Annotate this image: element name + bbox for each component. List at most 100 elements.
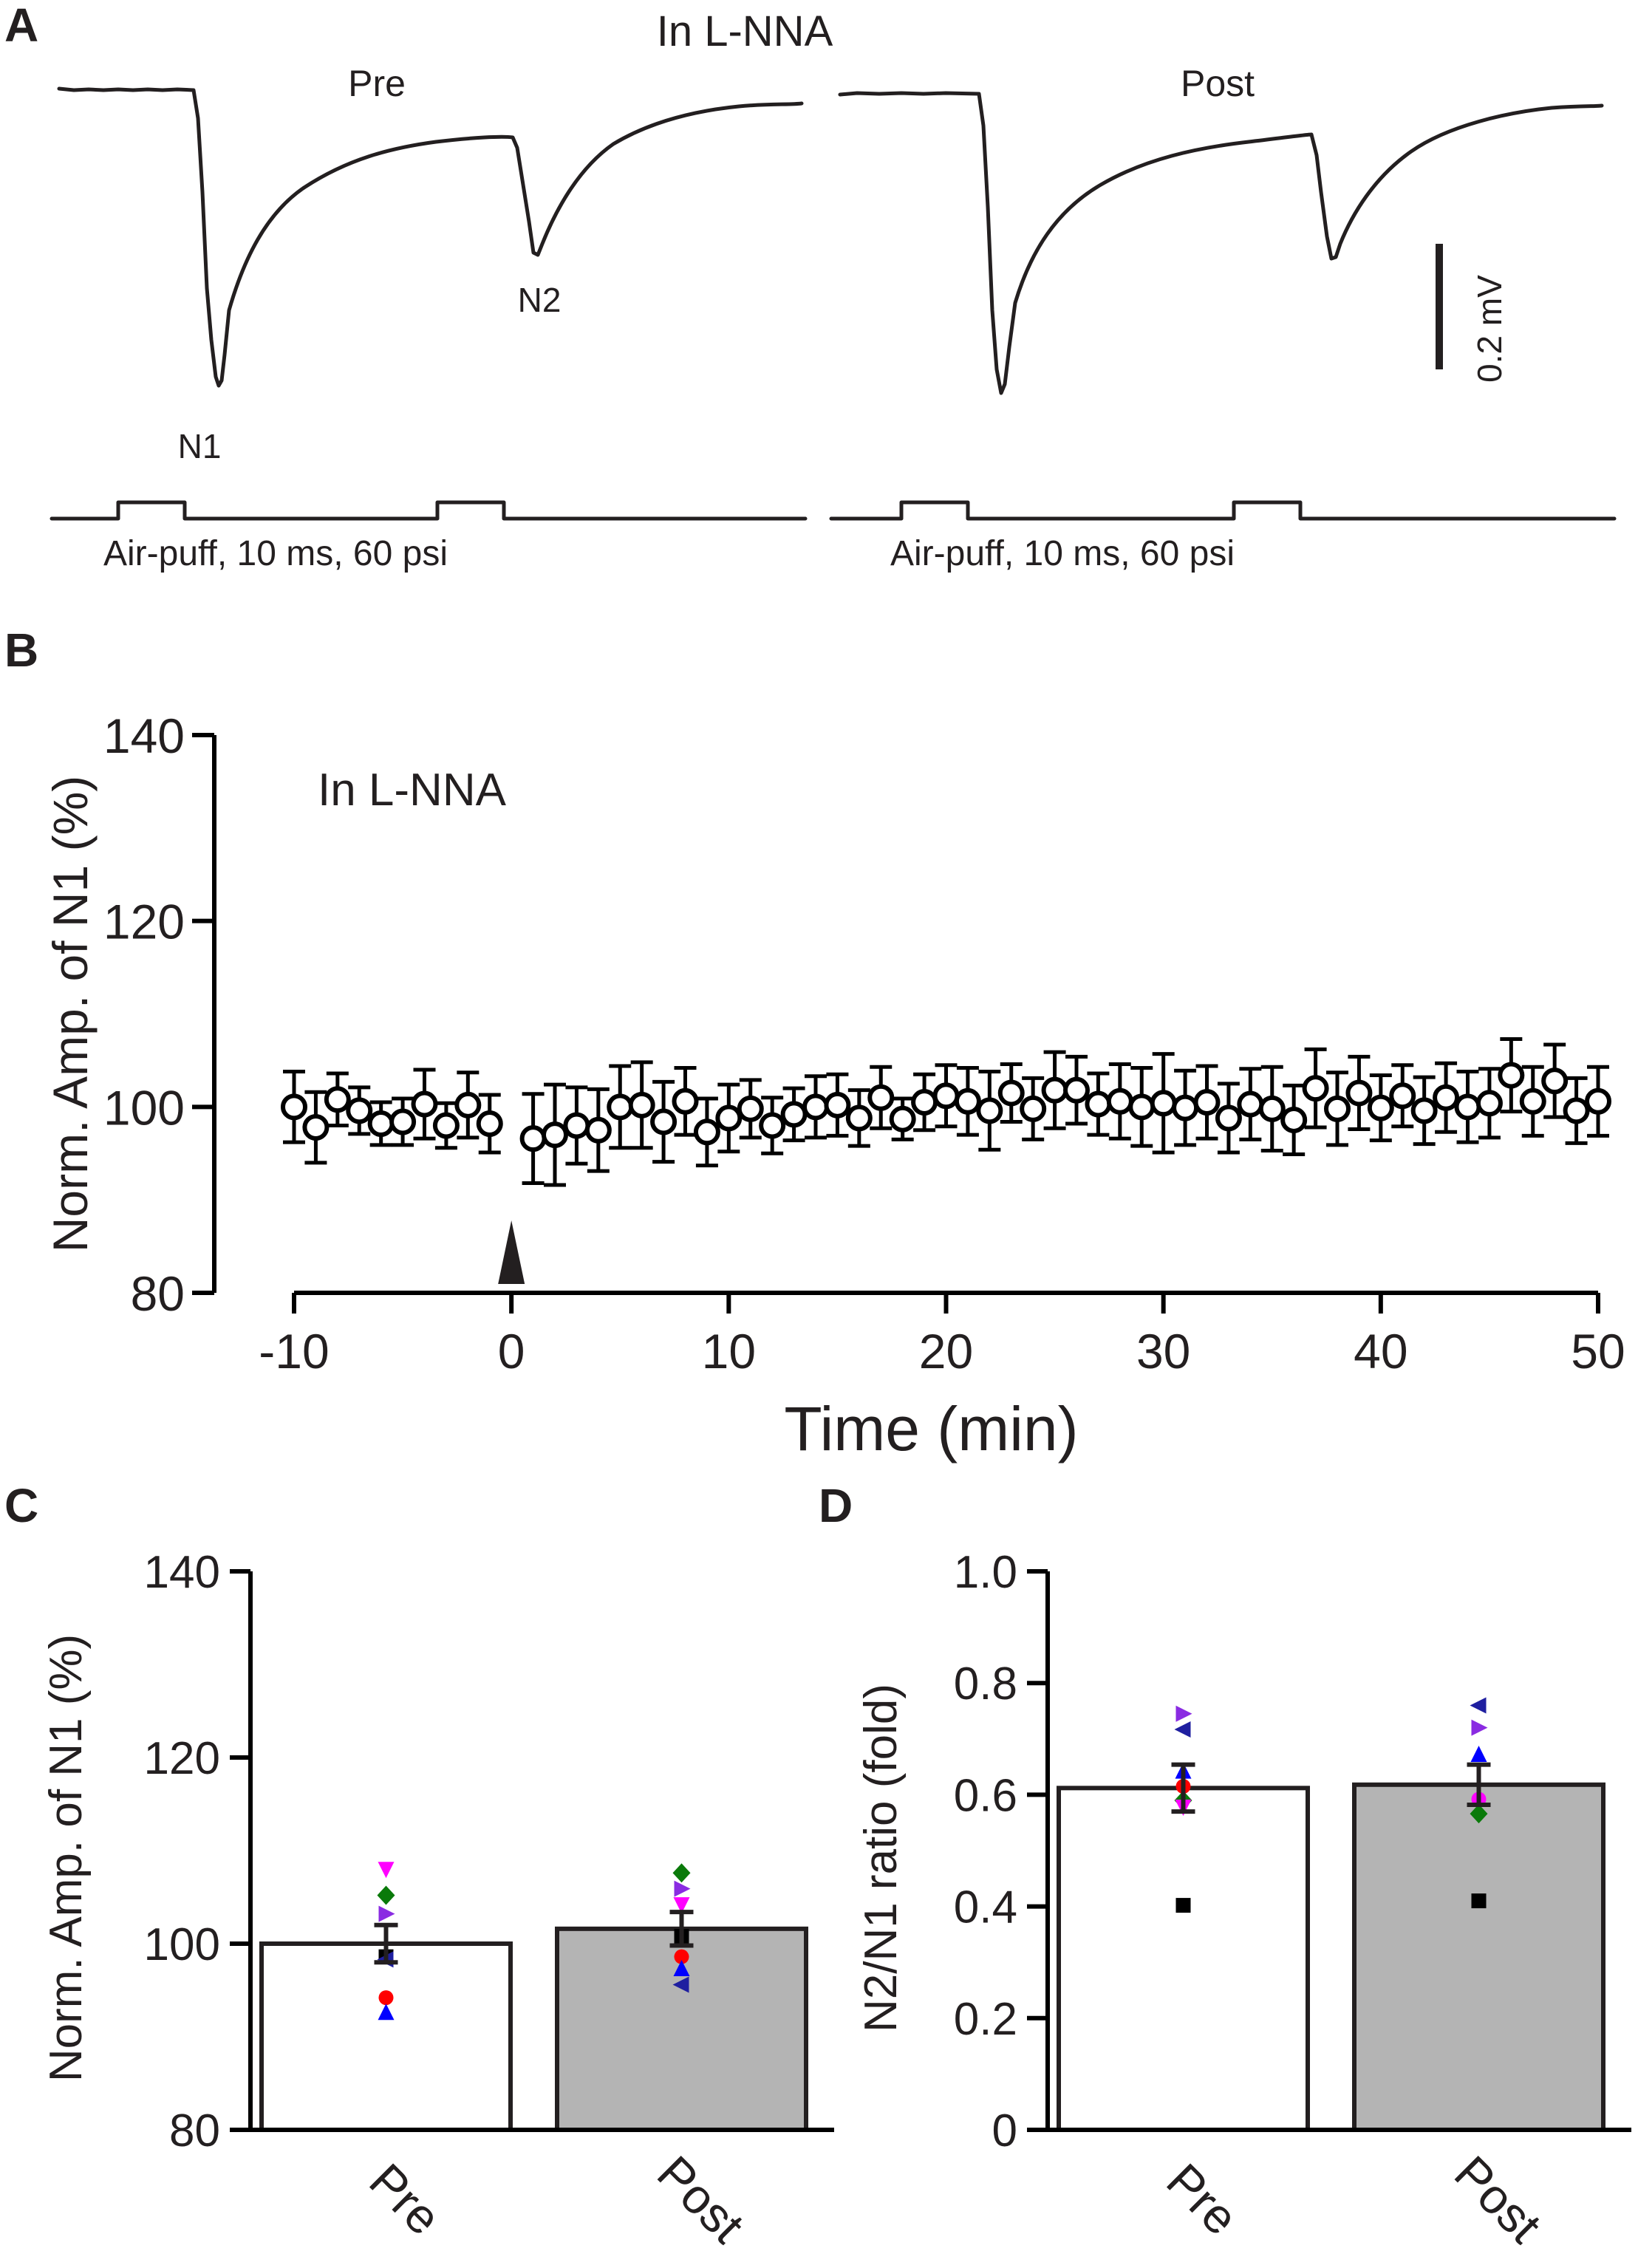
post-data-point bbox=[954, 1087, 981, 1115]
post-trace bbox=[838, 91, 1604, 395]
pre-stimulus-label: Air-puff, 10 ms, 60 psi bbox=[103, 534, 448, 573]
post-data-point bbox=[976, 1097, 1003, 1124]
y-tick-label: 1.0 bbox=[954, 1547, 1017, 1598]
pre-trace-label: Pre bbox=[348, 63, 406, 104]
post-data-point bbox=[650, 1108, 678, 1135]
y-tick-label: 140 bbox=[144, 1547, 220, 1598]
panel-letter-a: A bbox=[4, 0, 38, 52]
pre-bar bbox=[1057, 1786, 1310, 2132]
y-tick-label: 0.8 bbox=[954, 1659, 1017, 1709]
pre-individual-point bbox=[1175, 1705, 1192, 1722]
post-data-point bbox=[932, 1082, 960, 1110]
post-data-point bbox=[1345, 1079, 1373, 1107]
post-data-point bbox=[1128, 1093, 1156, 1121]
post-individual-point bbox=[673, 1960, 690, 1977]
post-individual-point bbox=[674, 1949, 689, 1964]
scale-bar-label: 0.2 mV bbox=[1470, 275, 1509, 383]
post-data-point bbox=[1237, 1090, 1264, 1118]
post-data-point bbox=[737, 1095, 764, 1122]
y-tick-label: 0.4 bbox=[954, 1882, 1017, 1933]
panel-letter-d: D bbox=[819, 1479, 853, 1532]
post-data-point bbox=[802, 1093, 829, 1121]
post-data-point bbox=[889, 1105, 916, 1133]
y-tick-label: 0.6 bbox=[954, 1770, 1017, 1821]
panel-c-n1-bar-chart: C 80 100 120 140 Norm. Amp. of N1 (%) Pre Post bbox=[4, 1479, 834, 2253]
y-tick-label: 0 bbox=[992, 2105, 1017, 2156]
post-data-point bbox=[672, 1087, 699, 1115]
panel-letter-b: B bbox=[4, 624, 38, 677]
pre-individual-point bbox=[1175, 1898, 1191, 1913]
post-individual-point bbox=[674, 1880, 691, 1897]
post-data-point bbox=[867, 1084, 895, 1111]
post-individual-point bbox=[1470, 1745, 1487, 1762]
post-stimulus-label: Air-puff, 10 ms, 60 psi bbox=[890, 534, 1235, 573]
post-bar bbox=[1352, 1782, 1605, 2132]
post-data-point bbox=[1324, 1095, 1351, 1122]
post-data-point bbox=[911, 1089, 938, 1116]
post-data-point bbox=[1215, 1104, 1242, 1132]
post-individual-point bbox=[672, 1976, 689, 1993]
n2-label: N2 bbox=[518, 281, 562, 319]
pre-individual-point bbox=[378, 1905, 395, 1922]
post-data-point bbox=[584, 1116, 612, 1144]
post-individual-point bbox=[1470, 1804, 1488, 1824]
post-data-point bbox=[542, 1121, 568, 1149]
y-axis-title: Norm. Amp. of N1 (%) bbox=[43, 776, 98, 1252]
post-data-point bbox=[1258, 1095, 1286, 1122]
post-data-point bbox=[1519, 1087, 1546, 1115]
y-tick-label: 100 bbox=[144, 1919, 220, 1970]
pre-individual-point bbox=[377, 1885, 395, 1905]
pre-data-point bbox=[411, 1090, 438, 1118]
post-data-point bbox=[1280, 1106, 1308, 1133]
post-trace-label: Post bbox=[1181, 63, 1255, 104]
pre-data-point bbox=[367, 1110, 395, 1137]
pre-data-point bbox=[454, 1091, 482, 1118]
x-tick-label: 50 bbox=[1571, 1324, 1625, 1379]
post-category-label: Post bbox=[647, 2145, 755, 2253]
post-data-point bbox=[715, 1104, 743, 1132]
pre-category-label: Pre bbox=[359, 2153, 451, 2245]
x-tick-label: -10 bbox=[259, 1324, 329, 1379]
post-data-point bbox=[824, 1091, 851, 1118]
post-data-point bbox=[1475, 1090, 1503, 1117]
post-data-point bbox=[1063, 1076, 1090, 1104]
pre-individual-point bbox=[378, 2004, 395, 2021]
x-tick-label: 10 bbox=[702, 1324, 756, 1379]
y-tick-label: 100 bbox=[103, 1080, 185, 1135]
pre-trace bbox=[57, 86, 804, 388]
post-data-point bbox=[1367, 1094, 1394, 1121]
post-individual-point bbox=[673, 1897, 690, 1914]
pre-data-point bbox=[432, 1112, 460, 1139]
pre-data-point bbox=[281, 1093, 307, 1121]
post-data-point bbox=[1498, 1062, 1525, 1089]
x-tick-label: 20 bbox=[919, 1324, 973, 1379]
post-data-point bbox=[1020, 1095, 1047, 1122]
post-data-point bbox=[1454, 1093, 1481, 1121]
stimulus-arrowhead bbox=[498, 1220, 525, 1284]
y-tick-label: 80 bbox=[131, 1266, 185, 1321]
pre-bar bbox=[259, 1941, 513, 2132]
post-individual-point bbox=[1471, 1719, 1488, 1736]
pre-data-point bbox=[476, 1110, 503, 1137]
y-axis-title: N2/N1 ratio (fold) bbox=[856, 1684, 907, 2032]
y-tick-label: 0.2 bbox=[954, 1994, 1017, 2045]
post-data-point bbox=[780, 1101, 808, 1128]
pre-data-point bbox=[389, 1108, 417, 1135]
post-data-point bbox=[519, 1125, 547, 1152]
post-category-label: Post bbox=[1444, 2145, 1552, 2253]
y-axis-title: Norm. Amp. of N1 (%) bbox=[41, 1634, 92, 2082]
chart-annotation: In L-NNA bbox=[318, 765, 507, 816]
post-data-point bbox=[1541, 1068, 1569, 1095]
post-data-point bbox=[1150, 1090, 1177, 1117]
post-data-point bbox=[1172, 1094, 1199, 1121]
y-tick-label: 80 bbox=[169, 2105, 220, 2156]
post-data-point bbox=[759, 1112, 786, 1139]
post-data-point bbox=[1563, 1097, 1590, 1124]
pre-individual-point bbox=[378, 1990, 394, 2006]
panel-letter-c: C bbox=[4, 1479, 38, 1532]
pre-individual-point bbox=[378, 1862, 395, 1879]
post-individual-point bbox=[1470, 1697, 1487, 1714]
post-data-point bbox=[1302, 1075, 1329, 1102]
